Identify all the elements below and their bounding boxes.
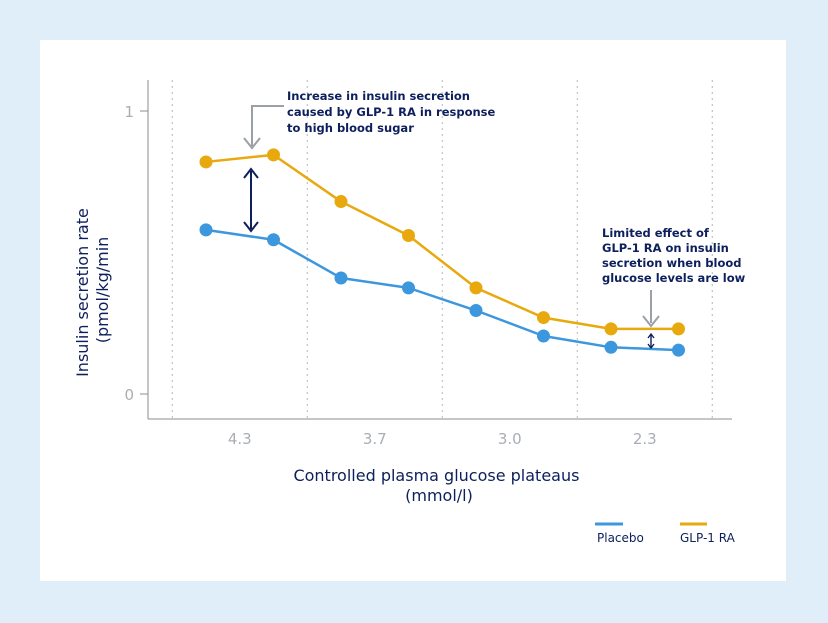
callout-arrowhead-low	[642, 315, 660, 328]
data-point-glp1	[672, 322, 685, 336]
y-tick-label: 1	[124, 103, 134, 121]
x-axis-label: Controlled plasma glucose plateaus	[293, 466, 579, 485]
x-tick-label: 4.3	[228, 430, 252, 448]
series-points	[199, 148, 685, 357]
annotation-low-line: Limited effect of	[602, 226, 710, 240]
x-tick-label: 2.3	[633, 430, 657, 448]
legend: Placebo GLP-1 RA	[595, 522, 736, 545]
data-point-glp1	[402, 229, 415, 243]
small-arrowhead-top	[647, 332, 655, 339]
vertical-gridlines	[171, 80, 713, 419]
data-point-glp1	[469, 281, 483, 295]
difference-arrowhead-top	[243, 167, 259, 179]
annotation-high-arrows	[243, 105, 284, 233]
x-tick-label: 3.7	[363, 430, 387, 448]
series-line-placebo	[205, 228, 679, 352]
x-tick-labels: 4.3 3.7 3.0 2.3	[228, 430, 657, 448]
y-axis-unit: (pmol/kg/min	[93, 237, 112, 344]
data-point-placebo	[267, 233, 280, 247]
data-point-placebo	[537, 329, 550, 343]
data-point-glp1	[604, 322, 618, 336]
callout-arrow-high	[251, 105, 284, 146]
data-point-placebo	[469, 304, 483, 318]
data-point-glp1	[267, 148, 280, 162]
data-point-glp1	[199, 155, 213, 169]
series-line-glp1	[205, 153, 679, 331]
data-point-placebo	[672, 343, 685, 357]
legend-label-glp1: GLP-1 RA	[680, 531, 736, 545]
y-tick-labels: 10	[124, 103, 134, 404]
data-point-glp1	[537, 311, 550, 325]
data-point-placebo	[604, 340, 618, 354]
y-axis-label: Insulin secretion rate	[73, 208, 92, 377]
line-chart: 10 4.3 3.7 3.0 2.3 Increase in insulin secr…	[73, 80, 746, 545]
small-arrowhead-bottom	[647, 343, 655, 350]
axes	[140, 80, 732, 420]
annotation-high-text: Increase in insulin secretion caused by …	[287, 89, 499, 135]
x-axis-title: Controlled plasma glucose plateaus (mmol…	[293, 466, 584, 505]
data-point-placebo	[334, 271, 348, 285]
difference-arrowhead-bottom	[243, 221, 259, 233]
series-lines	[205, 153, 679, 352]
annotation-low-line: GLP-1 RA on insulin	[602, 241, 729, 255]
annotation-low-arrows	[642, 290, 660, 350]
annotation-low-line: glucose levels are low	[602, 271, 746, 285]
data-point-placebo	[199, 223, 213, 237]
x-axis-unit: (mmol/l)	[405, 486, 473, 505]
annotation-low-text: Limited effect of GLP-1 RA on insulin se…	[602, 226, 746, 285]
annotation-high-line: to high blood sugar	[287, 121, 414, 135]
annotation-high-line: caused by GLP-1 RA in response	[287, 105, 496, 119]
annotation-low-line: secretion when blood	[602, 256, 741, 270]
y-tick-label: 0	[124, 386, 134, 404]
annotation-high-line: Increase in insulin secretion	[287, 89, 470, 103]
legend-label-placebo: Placebo	[597, 531, 644, 545]
data-point-placebo	[402, 281, 415, 295]
y-axis-title: Insulin secretion rate (pmol/kg/min	[73, 203, 112, 377]
x-tick-label: 3.0	[498, 430, 522, 448]
data-point-glp1	[334, 195, 348, 209]
callout-arrowhead-high	[243, 137, 261, 150]
